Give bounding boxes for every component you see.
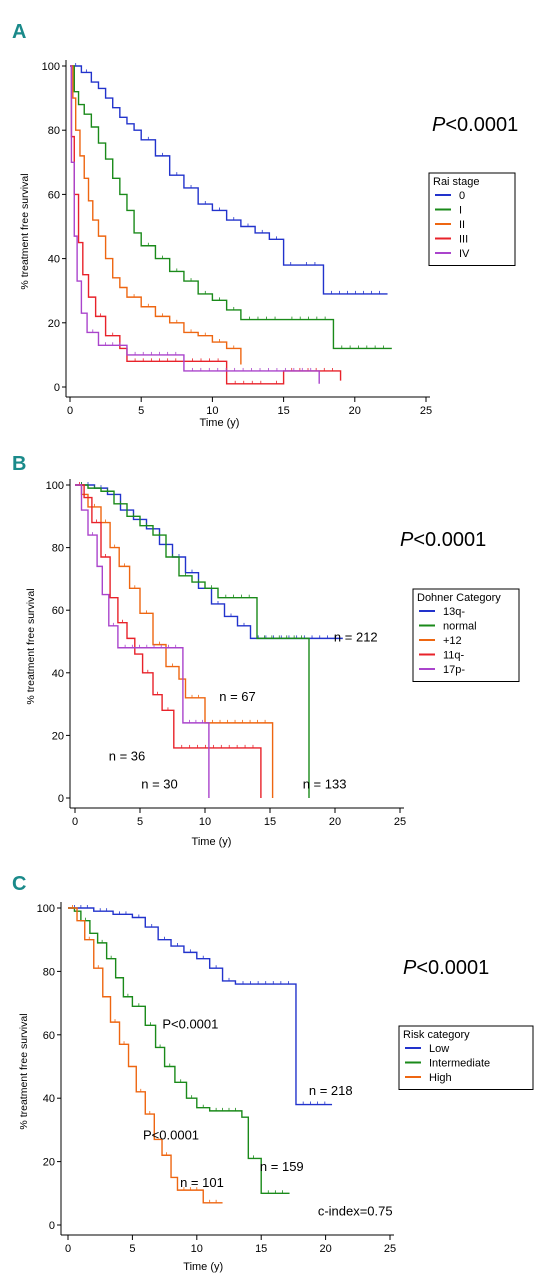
x-tick-label: 10 [206,405,218,417]
series-line-IV [70,65,320,384]
series-line-normal [75,484,310,798]
legend-entry: Low [429,1043,449,1055]
y-tick-label: 40 [52,668,64,680]
x-tick-label: 15 [277,405,289,417]
y-tick-label: 0 [54,382,60,394]
annotation: n = 212 [334,630,378,645]
legend-entry: 11q- [443,650,465,662]
p-value-label: P<0.0001 [432,114,518,136]
x-axis-label: Time (y) [183,1261,223,1273]
y-tick-label: 100 [46,480,64,492]
series-line-0 [70,65,388,295]
y-tick-label: 20 [52,730,64,742]
series-line-+12 [75,484,274,798]
panel-label: C [12,873,26,895]
annotation: c-index=0.75 [318,1203,393,1218]
chart-a: A 0 5 10 15 20 25 0 20 40 60 80 100 % treatment free … [12,21,518,429]
annotation: P<0.0001 [143,1127,199,1142]
legend-entry: III [459,234,468,246]
y-tick-label: 0 [49,1220,55,1232]
series-line-Intermediate [68,907,290,1194]
y-tick-label: 80 [43,966,55,978]
legend-entry: II [459,219,465,231]
legend-title: Rai stage [433,176,479,188]
x-tick-label: 0 [67,405,73,417]
y-tick-label: 20 [43,1157,55,1169]
annotation: n = 67 [219,689,256,704]
legend-title: Risk category [403,1029,470,1041]
legend-box [428,172,516,266]
legend-entry: 13q- [443,606,465,618]
x-tick-label: 5 [138,405,144,417]
y-tick-label: 60 [52,605,64,617]
series-line-13q- [75,484,343,640]
annotation: n = 133 [303,777,347,792]
annotation: n = 30 [141,777,178,792]
series-line-17p- [75,484,210,798]
series-line-I [70,65,392,350]
x-tick-label: 25 [394,816,406,828]
x-tick-label: 5 [129,1243,135,1255]
legend-entry: normal [443,621,477,633]
x-tick-label: 20 [319,1243,331,1255]
y-tick-label: 40 [48,254,60,266]
y-tick-label: 0 [58,793,64,805]
annotation: P<0.0001 [162,1016,218,1031]
p-value-label: P<0.0001 [400,529,486,551]
x-axis-label: Time (y) [192,836,232,848]
x-tick-label: 10 [199,816,211,828]
legend-entry: IV [459,248,470,260]
panel-label: A [12,21,26,43]
legend-title: Dohner Category [417,592,501,604]
x-tick-label: 20 [349,405,361,417]
legend-entry: 0 [459,190,465,202]
x-tick-label: 25 [384,1243,396,1255]
y-tick-label: 100 [37,903,55,915]
p-value-label: P<0.0001 [403,957,489,979]
annotation: n = 36 [109,748,146,763]
y-tick-label: 60 [48,189,60,201]
x-tick-label: 20 [329,816,341,828]
x-tick-label: 0 [72,816,78,828]
y-tick-label: 100 [42,61,60,73]
y-tick-label: 80 [52,543,64,555]
x-tick-label: 15 [264,816,276,828]
series-line-II [70,65,242,365]
legend-entry: High [429,1072,452,1084]
legend-box [412,588,520,682]
x-tick-label: 0 [65,1243,71,1255]
y-tick-label: 20 [48,318,60,330]
x-tick-label: 25 [420,405,432,417]
y-axis-label: % treatment free survival [19,173,31,289]
panel-c: C 0 5 10 15 20 25 0 20 40 60 80 100 % treatment free … [0,862,542,1280]
annotation: n = 218 [309,1083,353,1098]
panel-a: A 0 5 10 15 20 25 0 20 40 60 80 100 % treatment free … [0,0,542,430]
series-line-III [70,65,342,385]
y-axis-label: % treatment free survival [18,1013,30,1129]
y-tick-label: 40 [43,1093,55,1105]
annotation: n = 101 [180,1175,224,1190]
legend-entry: +12 [443,635,462,647]
x-tick-label: 15 [255,1243,267,1255]
y-axis-label: % treatment free survival [25,588,37,704]
series-line-High [68,907,223,1204]
legend-entry: Intermediate [429,1058,490,1070]
legend-box [398,1025,534,1090]
chart-c: C 0 5 10 15 20 25 0 20 40 60 80 100 % treatment free … [12,873,534,1273]
y-tick-label: 80 [48,125,60,137]
x-axis-label: Time (y) [200,417,240,429]
legend-entry: I [459,205,462,217]
panel-b: B 0 5 10 15 20 25 0 20 40 60 80 100 % treatment free … [0,440,542,860]
series-line-Low [68,907,333,1106]
series-line-11q- [75,484,262,798]
y-tick-label: 60 [43,1030,55,1042]
legend-entry: 17p- [443,664,465,676]
panel-label: B [12,453,26,475]
x-tick-label: 5 [137,816,143,828]
annotation: n = 159 [260,1159,304,1174]
chart-b: B 0 5 10 15 20 25 0 20 40 60 80 100 % treatment free … [12,453,520,848]
x-tick-label: 10 [191,1243,203,1255]
